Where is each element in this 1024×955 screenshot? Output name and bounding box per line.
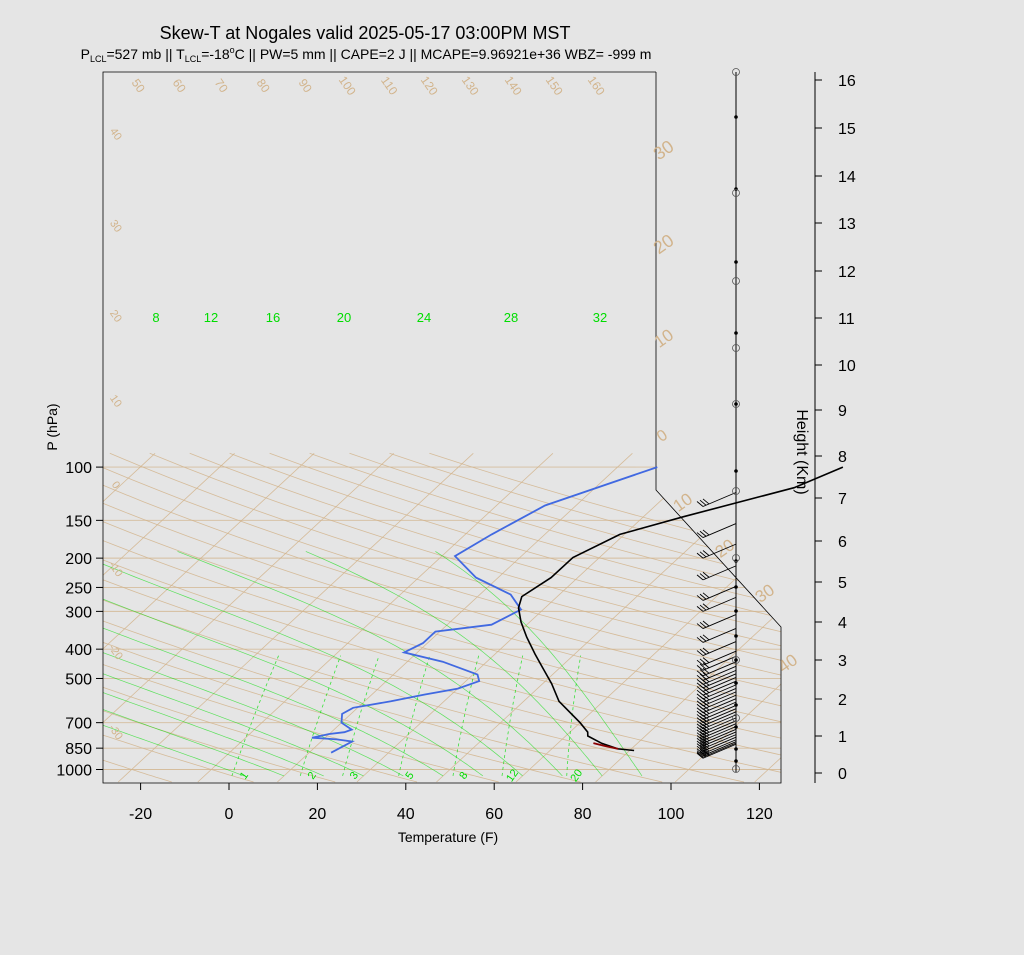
subtitle-plcl-sub: LCL <box>90 54 107 64</box>
dry-adiabat-label: 24 <box>417 310 431 325</box>
x-tick-label: -20 <box>129 806 152 823</box>
height-marker-dot <box>734 331 738 335</box>
height-axis-label: Height (Km) <box>793 409 810 494</box>
height-tick-label: 6 <box>838 534 847 551</box>
p-tick-label: 100 <box>65 460 92 477</box>
height-tick-label: 16 <box>838 73 856 90</box>
x-tick-label: 40 <box>397 806 415 823</box>
y-axis-label: P (hPa) <box>44 403 60 450</box>
x-tick-label: 100 <box>658 806 685 823</box>
p-tick-label: 1000 <box>56 763 92 780</box>
height-tick-label: 2 <box>838 692 847 709</box>
dry-adiabat-label: 20 <box>337 310 351 325</box>
height-marker-dot <box>734 703 738 707</box>
height-tick-label: 13 <box>838 216 856 233</box>
height-tick-label: 5 <box>838 575 847 592</box>
p-tick-label: 850 <box>65 741 92 758</box>
height-tick-label: 11 <box>838 311 855 328</box>
height-tick-label: 12 <box>838 264 856 281</box>
height-tick-label: 3 <box>838 653 847 670</box>
height-tick-label: 14 <box>838 169 856 186</box>
chart-subtitle: PLCL=527 mb || TLCL=-18oC || PW=5 mm || … <box>81 45 652 64</box>
height-marker-dot <box>734 187 738 191</box>
height-tick-label: 10 <box>838 358 856 375</box>
p-tick-label: 500 <box>65 671 92 688</box>
height-tick-label: 9 <box>838 403 847 420</box>
height-marker-dot <box>734 585 738 589</box>
x-axis-label: Temperature (F) <box>398 829 498 845</box>
height-marker-dot <box>734 747 738 751</box>
p-tick-label: 150 <box>65 513 92 530</box>
subtitle-rest: C || PW=5 mm || CAPE=2 J || MCAPE=9.9692… <box>235 46 652 62</box>
p-tick-label: 200 <box>65 551 92 568</box>
height-marker-dot <box>734 725 738 729</box>
p-tick-label: 700 <box>65 716 92 733</box>
p-tick-label: 400 <box>65 642 92 659</box>
height-tick-label: 7 <box>838 491 847 508</box>
dry-adiabat-label: 32 <box>593 310 607 325</box>
subtitle-plcl-value: =527 mb || T <box>106 46 185 62</box>
height-marker-dot <box>734 681 738 685</box>
dry-adiabat-label: 8 <box>152 310 159 325</box>
subtitle-tlcl-sub: LCL <box>185 54 202 64</box>
dry-adiabat-label: 28 <box>504 310 518 325</box>
height-tick-label: 0 <box>838 766 847 783</box>
x-tick-label: 0 <box>225 806 234 823</box>
dry-adiabat-label: 12 <box>204 310 218 325</box>
chart-title: Skew-T at Nogales valid 2025-05-17 03:00… <box>160 23 571 43</box>
x-tick-label: 20 <box>309 806 327 823</box>
height-marker-dot <box>734 759 738 763</box>
p-tick-label: 250 <box>65 580 92 597</box>
dry-adiabat-label: 16 <box>266 310 280 325</box>
height-tick-label: 4 <box>838 615 847 632</box>
x-tick-label: 120 <box>746 806 773 823</box>
height-marker-dot <box>734 634 738 638</box>
height-marker-dot <box>734 260 738 264</box>
height-marker-dot <box>734 469 738 473</box>
height-marker-dot <box>734 658 738 662</box>
x-tick-label: 60 <box>485 806 503 823</box>
height-marker-dot <box>734 402 738 406</box>
height-tick-label: 1 <box>838 729 847 746</box>
height-marker-dot <box>734 609 738 613</box>
subtitle-tlcl-value: =-18 <box>201 46 230 62</box>
height-tick-label: 8 <box>838 449 847 466</box>
x-tick-label: 80 <box>574 806 592 823</box>
p-tick-label: 300 <box>65 604 92 621</box>
subtitle-plcl-p: P <box>81 46 90 62</box>
height-marker-dot <box>734 115 738 119</box>
height-tick-label: 15 <box>838 121 856 138</box>
